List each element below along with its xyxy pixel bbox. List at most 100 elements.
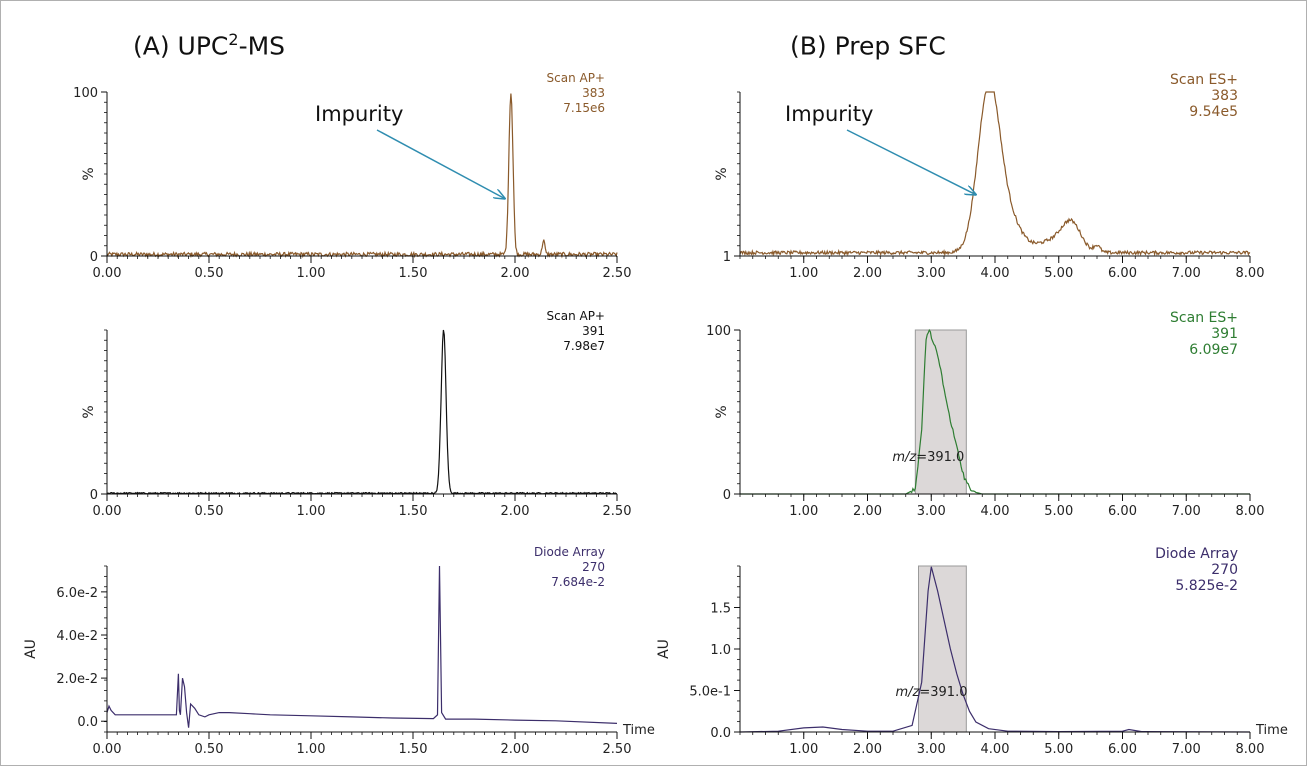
x-tick-label: 6.00 xyxy=(1108,504,1137,519)
y-tick-label: 1 xyxy=(723,250,731,265)
x-tick-label: 6.00 xyxy=(1108,742,1137,757)
x-tick-label: 5.00 xyxy=(1044,742,1073,757)
trace-info-line: 7.684e-2 xyxy=(551,575,605,589)
trace-info-line: 5.825e-2 xyxy=(1175,578,1238,594)
chart-a3: 0.00 0.50 1.00 1.50 2.00 2.50 0.0 2.0e-2 4.0e-2 6… xyxy=(23,545,655,757)
x-tick-label: 3.00 xyxy=(917,266,946,281)
x-tick-label: 0.50 xyxy=(195,266,224,281)
x-tick-label: 1.00 xyxy=(297,266,326,281)
y-tick-label: 0.0 xyxy=(710,726,731,741)
x-tick-label: 0.00 xyxy=(93,504,122,519)
x-tick-label: 5.00 xyxy=(1044,266,1073,281)
mz-italic: m/z xyxy=(896,685,921,700)
x-tick-label: 3.00 xyxy=(917,504,946,519)
trace-info-line: Scan ES+ xyxy=(1170,310,1238,326)
chart-a1: 0.00 0.50 1.00 1.50 2.00 2.50 0 100% Scan AP+383… xyxy=(73,71,631,281)
trace-info-line: 6.09e7 xyxy=(1189,342,1238,358)
annotation-label: Impurity xyxy=(315,102,403,126)
mz-italic: m/z xyxy=(892,450,917,465)
trace-line xyxy=(740,328,1250,495)
trace-line xyxy=(739,566,1251,733)
y-tick-label: 0 xyxy=(723,488,731,503)
x-tick-label: 5.00 xyxy=(1044,504,1073,519)
x-tick-label: 1.00 xyxy=(297,504,326,519)
x-tick-label: 7.00 xyxy=(1172,266,1201,281)
x-tick-label: 2.00 xyxy=(501,504,530,519)
y-axis-label: % xyxy=(81,405,97,418)
trace-line xyxy=(739,91,1251,257)
x-axis-label: Time xyxy=(622,723,655,738)
chart-a2: 0.00 0.50 1.00 1.50 2.00 2.50 0% Scan AP+3917.9… xyxy=(81,309,631,519)
x-tick-label: 2.50 xyxy=(603,266,632,281)
y-tick-label: 5.0e-1 xyxy=(689,685,731,700)
x-tick-label: 7.00 xyxy=(1172,742,1201,757)
x-tick-label: 2.00 xyxy=(853,742,882,757)
x-axis-label: Time xyxy=(1255,723,1288,738)
trace-line xyxy=(106,565,618,728)
trace-info-line: 391 xyxy=(1211,326,1238,342)
mz-value: =391.0 xyxy=(919,685,967,700)
trace-info-line: Scan AP+ xyxy=(547,309,606,323)
x-tick-label: 4.00 xyxy=(981,266,1010,281)
selected-fraction-region xyxy=(918,565,967,733)
y-tick-label: 100 xyxy=(73,86,98,101)
trace-info-line: Scan AP+ xyxy=(547,71,606,85)
x-tick-label: 8.00 xyxy=(1236,742,1265,757)
x-tick-label: 1.50 xyxy=(399,504,428,519)
x-tick-label: 1.50 xyxy=(399,266,428,281)
y-axis-label: % xyxy=(714,167,730,180)
trace-info-line: Scan ES+ xyxy=(1170,72,1238,88)
annotation-label: Impurity xyxy=(785,102,873,126)
selected-fraction-region xyxy=(914,329,967,495)
x-tick-label: 7.00 xyxy=(1172,504,1201,519)
trace-line xyxy=(106,329,618,495)
y-tick-label: 1.0 xyxy=(710,643,731,658)
x-tick-label: 1.00 xyxy=(789,742,818,757)
trace-info-line: Diode Array xyxy=(1155,546,1238,562)
chart-b3: 1.00 2.00 3.00 4.00 5.00 6.00 7.00 8.00 0.0 5.0e-… xyxy=(656,546,1288,757)
x-tick-label: 2.00 xyxy=(853,266,882,281)
trace-info-line: 7.98e7 xyxy=(563,339,605,353)
x-tick-label: 2.00 xyxy=(501,266,530,281)
y-axis-label: % xyxy=(81,167,97,180)
x-tick-label: 2.00 xyxy=(853,504,882,519)
x-tick-label: 4.00 xyxy=(981,742,1010,757)
y-axis-label: % xyxy=(714,405,730,418)
panel-b-title: (B) Prep SFC xyxy=(790,31,946,61)
y-tick-label: 1.5 xyxy=(710,602,731,617)
annotation-arrow xyxy=(846,129,976,195)
chart-b1: 1.00 2.00 3.00 4.00 5.00 6.00 7.00 8.00 1% Scan E… xyxy=(714,72,1264,281)
x-tick-label: 1.00 xyxy=(297,742,326,757)
trace-info-line: 270 xyxy=(1211,562,1238,578)
y-axis-label: AU xyxy=(23,639,39,659)
y-tick-label: 100 xyxy=(706,324,731,339)
x-tick-label: 2.50 xyxy=(603,742,632,757)
x-tick-label: 6.00 xyxy=(1108,266,1137,281)
trace-info-line: 383 xyxy=(1211,88,1238,104)
x-tick-label: 8.00 xyxy=(1236,504,1265,519)
x-tick-label: 2.00 xyxy=(501,742,530,757)
trace-info-line: 270 xyxy=(582,560,605,574)
annotation-arrow xyxy=(376,129,505,199)
x-tick-label: 4.00 xyxy=(981,504,1010,519)
trace-info-line: Diode Array xyxy=(534,545,605,559)
region-mz-label: m/z=391.0 xyxy=(892,450,964,465)
panel-a-title: (A) UPC2-MS xyxy=(133,30,286,61)
region-mz-label: m/z=391.0 xyxy=(896,685,968,700)
x-tick-label: 1.00 xyxy=(789,266,818,281)
trace-info-line: 391 xyxy=(582,324,605,338)
y-tick-label: 0.0 xyxy=(77,715,98,730)
y-axis-label: AU xyxy=(656,639,672,659)
x-tick-label: 8.00 xyxy=(1236,266,1265,281)
x-tick-label: 0.50 xyxy=(195,504,224,519)
x-tick-label: 0.00 xyxy=(93,742,122,757)
x-tick-label: 2.50 xyxy=(603,504,632,519)
y-tick-label: 4.0e-2 xyxy=(56,629,98,644)
x-tick-label: 0.00 xyxy=(93,266,122,281)
x-tick-label: 3.00 xyxy=(917,742,946,757)
x-tick-label: 1.50 xyxy=(399,742,428,757)
chart-b2: 1.00 2.00 3.00 4.00 5.00 6.00 7.00 8.00 0 100% Sca… xyxy=(706,310,1264,519)
y-tick-label: 0 xyxy=(90,488,98,503)
